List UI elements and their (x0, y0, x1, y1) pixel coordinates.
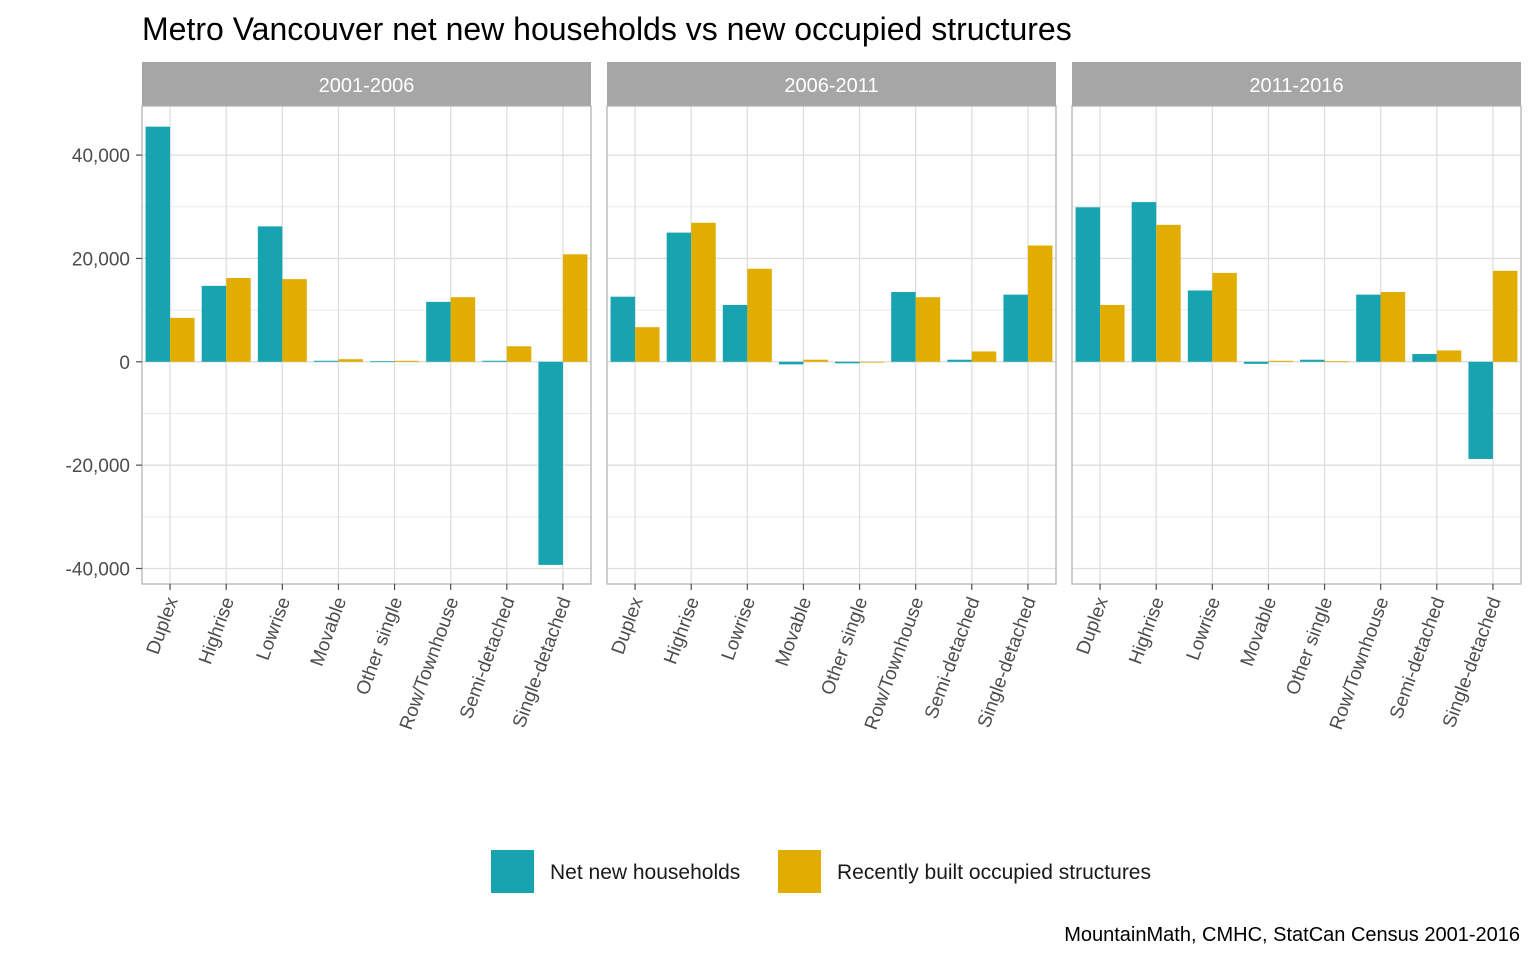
bar-net-new-households (666, 232, 692, 362)
chart-title: Metro Vancouver net new households vs ne… (142, 11, 1072, 47)
panel-border (606, 105, 1057, 585)
bar-recently-built-structures (170, 317, 195, 362)
bar-recently-built-structures (1212, 272, 1237, 362)
x-tick-label: Single-detached (1439, 595, 1506, 731)
bar-net-new-households (722, 304, 748, 362)
x-tick-label: Movable (1237, 595, 1281, 670)
bar-net-new-households (538, 361, 563, 565)
bar-net-new-households (257, 226, 283, 362)
bar-recently-built-structures (859, 361, 885, 363)
x-tick-label: Row/Townhouse (1326, 595, 1393, 733)
facet-strip-label: 2006-2011 (784, 75, 878, 97)
bar-net-new-households (778, 361, 804, 365)
x-tick-label: Highrise (195, 595, 239, 668)
x-tick-label: Single-detached (509, 595, 576, 731)
bar-net-new-households (426, 301, 451, 362)
bar-net-new-households (313, 360, 339, 362)
bar-net-new-households (947, 359, 972, 362)
bar-recently-built-structures (1436, 350, 1462, 362)
x-tick-label: Semi-detached (921, 595, 984, 722)
bar-recently-built-structures (506, 346, 532, 362)
bar-recently-built-structures (338, 359, 363, 362)
x-tick-label: Row/Townhouse (861, 595, 928, 733)
bar-recently-built-structures (282, 279, 307, 362)
x-tick-label: Duplex (1073, 594, 1113, 657)
x-tick-label: Lowrise (1183, 595, 1225, 664)
panel-border (1071, 105, 1522, 585)
bar-recently-built-structures (450, 297, 476, 362)
bar-recently-built-structures (747, 268, 772, 362)
legend-key (778, 850, 821, 893)
x-tick-label: Lowrise (718, 595, 760, 664)
facet-strip-label: 2001-2006 (319, 75, 415, 97)
bar-recently-built-structures (1380, 292, 1406, 362)
bar-net-new-households (370, 361, 395, 363)
x-tick-label: Movable (307, 595, 351, 670)
panel-border (141, 105, 592, 585)
bar-net-new-households (201, 285, 227, 362)
x-tick-label: Duplex (608, 594, 648, 657)
bar-net-new-households (1131, 202, 1157, 362)
x-tick-label: Highrise (1125, 595, 1169, 668)
legend-label: Net new households (550, 861, 740, 884)
bar-net-new-households (1412, 354, 1437, 362)
facet-strip (1072, 62, 1521, 106)
x-tick-label: Other single (1282, 595, 1337, 698)
bar-recently-built-structures (1492, 270, 1518, 362)
bar-recently-built-structures (691, 222, 716, 362)
x-tick-label: Row/Townhouse (396, 595, 463, 733)
bar-net-new-households (1300, 359, 1325, 362)
bar-net-new-households (1468, 361, 1493, 459)
facet-strip (607, 62, 1056, 106)
bar-recently-built-structures (1156, 224, 1181, 362)
bar-recently-built-structures (971, 351, 997, 362)
x-tick-label: Semi-detached (1386, 595, 1449, 722)
y-tick-label: 20,000 (72, 249, 130, 270)
bar-net-new-households (1243, 361, 1269, 364)
x-tick-label: Lowrise (253, 595, 295, 664)
x-tick-label: Movable (772, 595, 816, 670)
bar-recently-built-structures (635, 327, 660, 362)
bar-recently-built-structures (803, 359, 828, 362)
bar-recently-built-structures (1324, 361, 1350, 363)
facet-strip-label: 2011-2016 (1249, 75, 1343, 97)
bar-recently-built-structures (226, 278, 251, 362)
bar-recently-built-structures (915, 297, 941, 362)
bar-recently-built-structures (1027, 245, 1053, 362)
x-tick-label: Semi-detached (456, 595, 519, 722)
legend-label: Recently built occupied structures (837, 861, 1151, 884)
x-tick-label: Highrise (660, 595, 704, 668)
bar-net-new-households (1356, 294, 1381, 362)
bar-net-new-households (891, 292, 916, 362)
x-tick-label: Single-detached (974, 595, 1041, 731)
y-tick-label: 40,000 (72, 146, 130, 167)
bar-net-new-households (835, 361, 860, 364)
y-axis: 40,000 20,000 0 -20,000 -40,000 (66, 146, 142, 580)
bar-recently-built-structures (394, 360, 420, 362)
bar-recently-built-structures (1268, 360, 1293, 362)
bar-net-new-households (1003, 294, 1028, 362)
bar-recently-built-structures (1100, 304, 1125, 362)
bar-net-new-households (482, 360, 507, 362)
bar-net-new-households (1075, 207, 1101, 362)
bar-recently-built-structures (562, 254, 588, 362)
x-tick-label: Other single (817, 595, 872, 698)
facet-panel: 2001-2006 Duplex Highrise Lowrise Movable Oth… (141, 62, 592, 733)
y-tick-label: 0 (119, 353, 130, 374)
facet-panel: 2006-2011 Duplex Highrise Lowrise Movable Oth… (606, 62, 1057, 733)
x-tick-label: Duplex (143, 594, 183, 657)
bar-net-new-households (1187, 290, 1213, 362)
bar-net-new-households (610, 296, 636, 362)
y-tick-label: -20,000 (66, 456, 130, 477)
legend-key (491, 850, 534, 893)
chart-caption: MountainMath, CMHC, StatCan Census 2001-… (1064, 924, 1520, 946)
facet-panel: 2011-2016 Duplex Highrise Lowrise Movable Oth… (1071, 62, 1522, 733)
legend: Net new households Recently built occupie… (491, 850, 1151, 893)
facet-strip (142, 62, 591, 106)
x-tick-label: Other single (352, 595, 407, 698)
y-tick-label: -40,000 (66, 559, 130, 580)
bar-net-new-households (145, 126, 171, 362)
